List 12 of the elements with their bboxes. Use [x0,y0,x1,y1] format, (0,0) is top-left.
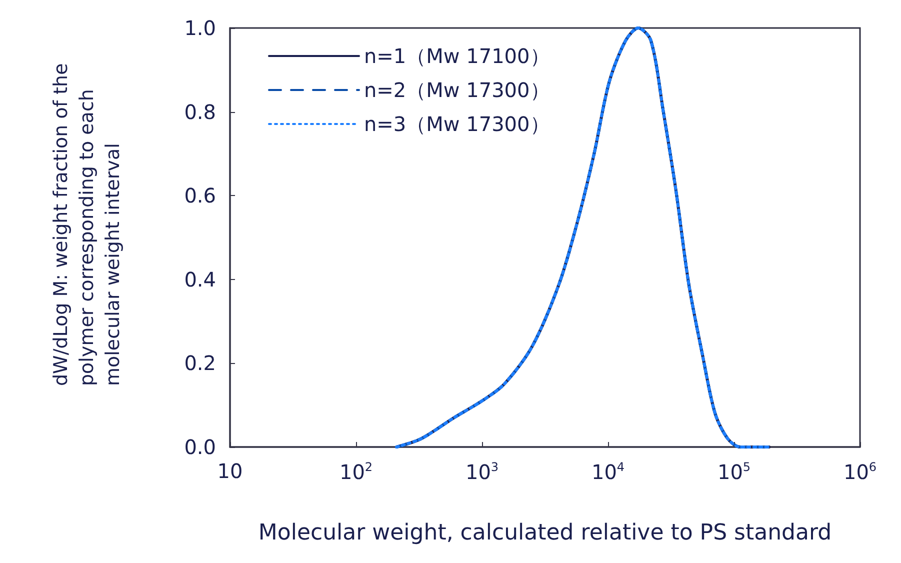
y-tick-label: 0.6 [184,184,216,208]
legend-label: n=2（Mw 17300） [364,78,550,102]
legend-label: n=1（Mw 17100） [364,44,550,68]
legend-label: n=3（Mw 17300） [364,112,550,136]
y-tick-label: 0.2 [184,351,216,376]
y-tick-label: 0.8 [184,100,216,124]
x-axis-title: Molecular weight, calculated relative to PS standard [258,520,832,546]
y-tick-label: 1.0 [184,16,216,40]
x-tick-label: 10 [217,459,243,483]
y-tick-label: 0.0 [184,435,216,459]
y-tick-label: 0.4 [184,267,216,292]
y-axis-title: dW/dLog M: weight fraction of the polymer corresponding to each molecular weight interval [50,57,124,386]
